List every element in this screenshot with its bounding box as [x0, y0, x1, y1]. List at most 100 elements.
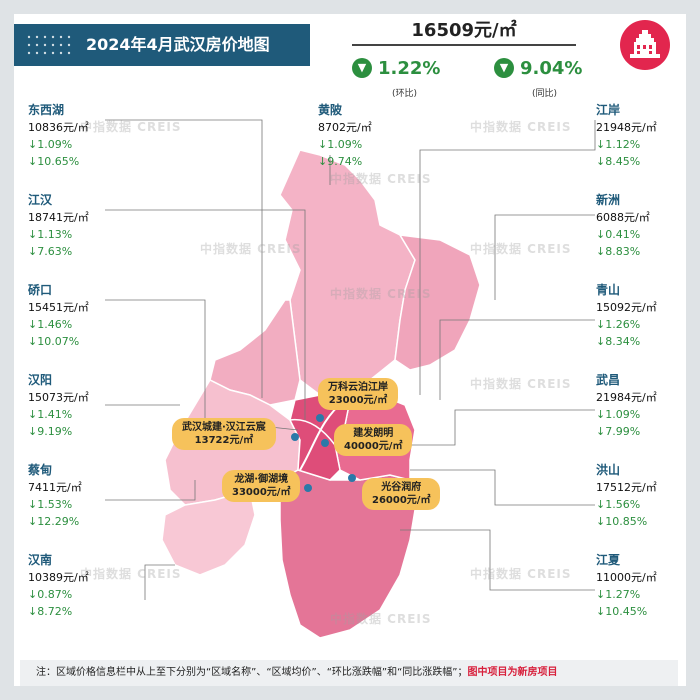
district-name: 汉南 — [28, 553, 53, 567]
district-yoy: ↓8.34% — [596, 335, 641, 348]
district-name: 江岸 — [596, 103, 621, 117]
project-price: 26000元/㎡ — [372, 495, 431, 506]
district-hannan: 汉南 10389元/㎡ ↓0.87% ↓8.72% — [28, 552, 89, 620]
mom-value: 1.22% — [378, 58, 441, 79]
district-name: 洪山 — [596, 463, 621, 477]
district-hanyang: 汉阳 15073元/㎡ ↓1.41% ↓9.19% — [28, 372, 89, 440]
district-name: 江夏 — [596, 553, 621, 567]
leader-xinzhou — [494, 214, 595, 300]
down-arrow-icon: ▼ — [494, 58, 514, 78]
district-mom: ↓1.46% — [28, 318, 73, 331]
district-mom: ↓1.09% — [28, 138, 73, 151]
district-price: 15451元/㎡ — [28, 301, 89, 314]
district-name: 硚口 — [28, 283, 53, 297]
district-price: 8702元/㎡ — [318, 121, 372, 134]
watermark: 中指数据 CREIS — [80, 567, 182, 581]
watermark: 中指数据 CREIS — [470, 567, 572, 581]
district-yoy: ↓7.63% — [28, 245, 73, 258]
project-price: 33000元/㎡ — [232, 487, 291, 498]
mom-label: (环比) — [392, 89, 418, 99]
district-price: 7411元/㎡ — [28, 481, 82, 494]
district-mom: ↓1.56% — [596, 498, 641, 511]
region-huangpi — [279, 149, 416, 396]
district-price: 21984元/㎡ — [596, 391, 657, 404]
district-name: 江汉 — [28, 193, 53, 207]
footnote-text: 注：区域价格信息栏中从上至下分别为“区域名称”、“区域均价”、“环比涨跌幅”和“… — [36, 667, 468, 678]
district-yoy: ↓8.72% — [28, 605, 73, 618]
region-hannan — [161, 489, 256, 576]
project-label-chengjian: 武汉城建·汉江云宸 13722元/㎡ — [172, 418, 276, 450]
district-yoy: ↓10.65% — [28, 155, 80, 168]
project-name: 武汉城建·汉江云宸 — [182, 422, 266, 433]
yoy-value: 9.04% — [520, 58, 583, 79]
district-mom: ↓1.27% — [596, 588, 641, 601]
district-huangpi: 黄陂 8702元/㎡ ↓1.09% ↓9.74% — [318, 102, 372, 170]
leader-dongxihu — [105, 119, 263, 398]
district-mom: ↓1.53% — [28, 498, 73, 511]
leader-jiangxia — [400, 529, 595, 591]
project-dot-chengjian — [291, 433, 299, 441]
project-name: 万科云泊江岸 — [328, 382, 388, 393]
city-average-price: 16509元/㎡ — [411, 20, 517, 41]
dots-pattern-icon — [27, 35, 71, 55]
district-mom: ↓1.41% — [28, 408, 73, 421]
project-name: 龙湖·御湖境 — [234, 474, 289, 485]
district-name: 青山 — [596, 283, 621, 297]
district-mom: ↓0.41% — [596, 228, 641, 241]
page-title: 2024年4月武汉房价地图 — [86, 35, 270, 54]
district-name: 武昌 — [596, 373, 621, 387]
watermark: 中指数据 CREIS — [470, 242, 572, 256]
leader-jiangan — [419, 120, 596, 395]
project-dot-guanggu — [348, 474, 356, 482]
down-arrow-icon: ▼ — [352, 58, 372, 78]
district-xinzhou: 新洲 6088元/㎡ ↓0.41% ↓8.83% — [596, 192, 650, 260]
district-yoy: ↓10.07% — [28, 335, 80, 348]
district-yoy: ↓12.29% — [28, 515, 80, 528]
watermark: 中指数据 CREIS — [200, 242, 302, 256]
project-name: 光谷润府 — [381, 482, 422, 493]
district-price: 18741元/㎡ — [28, 211, 89, 224]
building-logo-icon — [620, 20, 670, 70]
footnote-highlight: 图中项目为新房项目 — [467, 667, 558, 678]
project-label-wanke: 万科云泊江岸 23000元/㎡ — [318, 378, 398, 410]
district-name: 新洲 — [596, 193, 621, 207]
district-name: 蔡甸 — [28, 463, 53, 477]
district-hongshan: 洪山 17512元/㎡ ↓1.56% ↓10.85% — [596, 462, 657, 530]
project-label-longhu: 龙湖·御湖境 33000元/㎡ — [222, 470, 301, 502]
district-jianghan: 江汉 18741元/㎡ ↓1.13% ↓7.63% — [28, 192, 89, 260]
district-name: 黄陂 — [318, 103, 343, 117]
watermark: 中指数据 CREIS — [470, 120, 572, 134]
leader-jianghan — [105, 209, 306, 420]
district-mom: ↓1.26% — [596, 318, 641, 331]
district-price: 10836元/㎡ — [28, 121, 89, 134]
district-yoy: ↓8.45% — [596, 155, 641, 168]
district-price: 17512元/㎡ — [596, 481, 657, 494]
district-dongxihu: 东西湖 10836元/㎡ ↓1.09% ↓10.65% — [28, 102, 89, 170]
district-name: 汉阳 — [28, 373, 53, 387]
district-price: 21948元/㎡ — [596, 121, 657, 134]
project-price: 23000元/㎡ — [328, 395, 388, 406]
district-yoy: ↓8.83% — [596, 245, 641, 258]
leader-caidian — [105, 480, 196, 501]
watermark: 中指数据 CREIS — [330, 172, 432, 186]
yoy-label: (同比) — [532, 89, 558, 99]
project-name: 建发朗明 — [353, 428, 394, 439]
district-price: 10389元/㎡ — [28, 571, 89, 584]
district-jiangxia: 江夏 11000元/㎡ ↓1.27% ↓10.45% — [596, 552, 657, 620]
region-xinzhou — [394, 234, 481, 371]
district-qingshan: 青山 15092元/㎡ ↓1.26% ↓8.34% — [596, 282, 657, 350]
district-mom: ↓0.87% — [28, 588, 73, 601]
district-mom: ↓1.09% — [596, 408, 641, 421]
title-banner: 2024年4月武汉房价地图 — [14, 24, 310, 66]
yoy-change: ▼ 9.04% — [494, 58, 582, 79]
district-qiaokou: 硚口 15451元/㎡ ↓1.46% ↓10.07% — [28, 282, 89, 350]
district-mom: ↓1.12% — [596, 138, 641, 151]
mom-change: ▼ 1.22% — [352, 58, 440, 79]
watermark: 中指数据 CREIS — [80, 120, 182, 134]
district-yoy: ↓7.99% — [596, 425, 641, 438]
district-jiangan: 江岸 21948元/㎡ ↓1.12% ↓8.45% — [596, 102, 657, 170]
leader-hongshan — [410, 469, 595, 506]
project-price: 13722元/㎡ — [194, 435, 254, 446]
leader-hannan — [144, 564, 175, 600]
project-label-jianfa: 建发朗明 40000元/㎡ — [334, 424, 413, 456]
